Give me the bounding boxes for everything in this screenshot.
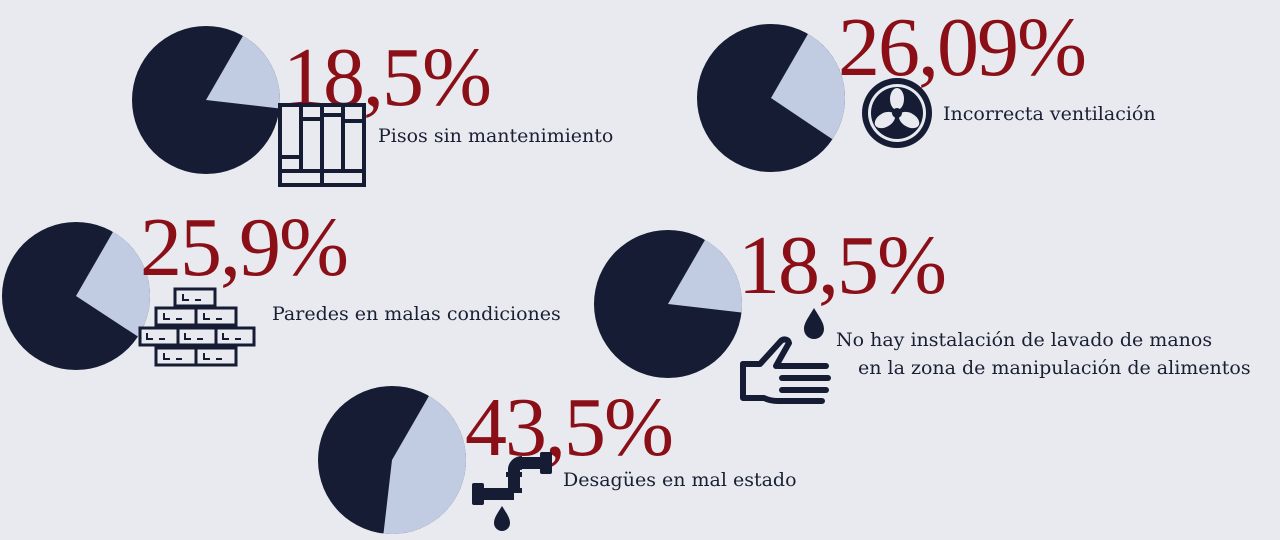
pie-slice-desagues <box>383 395 467 535</box>
hand-washing-icon <box>740 308 831 404</box>
category-label-pisos: Pisos sin mantenimiento <box>378 125 614 147</box>
floor-planks-icon <box>278 103 366 187</box>
pie-slice-paredes <box>76 231 150 337</box>
category-label-paredes: Paredes en malas condiciones <box>272 303 561 325</box>
brick-wall-icon <box>138 287 256 367</box>
pie-slice-lavado <box>668 239 743 313</box>
value-label-ventilacion: 26,09% <box>838 1 1087 94</box>
value-label-desagues: 43,5% <box>465 381 674 474</box>
leaking-pipe-icon <box>472 452 552 531</box>
category-label-desagues: Desagües en mal estado <box>563 469 797 491</box>
category-label-lavado-line1: No hay instalación de lavado de manos <box>836 329 1213 351</box>
value-label-lavado: 18,5% <box>738 219 947 312</box>
pie-chart-desagues <box>318 386 467 535</box>
pie-chart-ventilacion <box>697 24 845 172</box>
pie-chart-paredes <box>2 222 150 370</box>
pie-slice-ventilacion <box>771 33 845 140</box>
fan-icon <box>862 78 932 148</box>
category-label-ventilacion: Incorrecta ventilación <box>943 103 1156 125</box>
category-label-lavado-line2: en la zona de manipulación de alimentos <box>858 357 1251 379</box>
pie-chart-pisos <box>132 26 281 174</box>
pie-slice-pisos <box>206 35 281 109</box>
pie-chart-lavado <box>594 230 743 378</box>
value-label-paredes: 25,9% <box>140 201 349 294</box>
